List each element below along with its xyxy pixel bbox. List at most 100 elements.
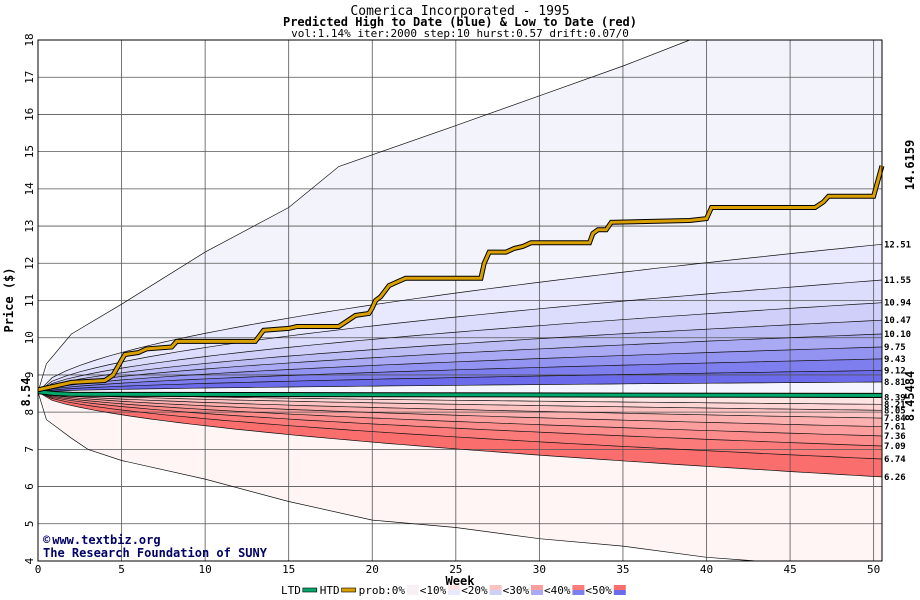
band-labels: 12.51 11.55 10.94 10.47 10.10 9.75 9.439.12 8.8… [884,240,912,483]
start-value-label: 8.54 [19,378,33,407]
band-boundary [37,391,883,419]
credit-site[interactable]: www.textbiz.org [52,533,160,547]
band-boundary [37,346,883,393]
y-tick-label: 18 [23,33,36,46]
y-tick-label: 16 [23,108,36,121]
x-axis-label: Week [446,574,476,588]
high-band [38,334,882,392]
y-tick-label: 9 [23,372,36,379]
band-end-label: 12.51 [884,240,911,250]
band-lines [37,39,883,562]
plot-area [38,40,882,561]
y-axis-label: Price ($) [2,267,16,332]
legend-swatch-high [448,590,461,595]
band-boundary [37,391,883,447]
band-end-label: 11.55 [884,276,911,286]
legend-item-label: <20% [461,584,488,597]
x-tick-label: 45 [783,563,796,576]
chart-params: vol:1.14% iter:2000 step:10 hurst:0.57 d… [291,27,629,40]
y-tick-label: 6 [23,483,36,490]
high-band [38,370,882,392]
outer-low-line [37,391,757,562]
legend-swatch-0 [406,585,419,595]
htd-end-label: 14.6159 [903,140,917,191]
band-end-label: 7.36 [884,432,906,442]
y-tick-label: 10 [23,331,36,344]
legend-htd-label: HTD [320,584,340,597]
y-tick-label: 4 [23,557,36,564]
high-band [38,320,882,392]
axis-ticks: 0 5 10 15 20 25 30 35 40 45 5045678910111213141516… [23,33,883,576]
legend-item-label: <30% [503,584,530,597]
credit: © www.textbiz.org The Research Foundation… [43,533,268,560]
y-tick-label: 15 [23,145,36,158]
legend-swatch-high [489,590,502,595]
legend-htd-swatch [341,587,356,593]
band-end-label: 7.61 [884,423,906,433]
x-tick-label: 40 [700,563,713,576]
legend-prob-label: prob:0% [359,584,406,597]
high-band [38,280,882,392]
band-boundary [37,391,883,437]
legend-swatch-low [448,585,461,590]
band-boundary [37,333,883,393]
outer-low-band [38,392,882,561]
low-band [38,392,882,459]
legend-ltd-label: LTD [281,584,301,597]
band-boundary [37,391,883,460]
low-band [38,392,882,446]
high-band [38,302,882,392]
band-boundary [37,391,883,478]
band-end-label: 10.94 [884,299,912,309]
y-tick-label: 8 [23,409,36,416]
high-band [38,244,882,392]
band-boundary [37,391,883,428]
credit-org: The Research Foundation of SUNY [43,546,268,560]
band-end-label: 9.12 [884,366,906,376]
low-band [38,392,882,419]
x-tick-label: 50 [867,563,880,576]
htd-line [37,165,884,392]
x-tick-label: 15 [282,563,295,576]
series-lines [37,165,885,398]
band-end-label: 6.74 [884,455,906,465]
legend-item-label: <10% [420,584,447,597]
legend-swatch-low [531,585,543,590]
high-band-inner [38,382,882,392]
band-boundary [37,319,883,393]
band-boundary [37,381,883,393]
ltd-end-label: 8.45484 [903,371,917,422]
band-end-label: 9.43 [884,355,906,365]
copyright-symbol: © [43,533,51,547]
x-tick-label: 20 [366,563,379,576]
outer-high-band [38,40,882,392]
band-boundary [37,302,883,393]
y-tick-label: 7 [23,446,36,453]
band-end-label: 6.26 [884,473,906,483]
x-tick-label: 0 [35,563,42,576]
low-band [38,392,882,411]
band-end-label: 8.39 [884,394,906,404]
y-tick-label: 11 [23,294,36,307]
band-end-label: 8.81 [884,378,906,388]
y-tick-label: 12 [23,257,36,270]
legend-item-label: <50% [585,584,612,597]
x-tick-label: 35 [616,563,629,576]
low-band [38,392,882,436]
legend-swatch-low [572,585,585,590]
y-tick-label: 13 [23,219,36,232]
legend-swatch-high [531,590,543,595]
legend-swatch-low [613,585,626,590]
x-tick-label: 10 [199,563,212,576]
high-band [38,358,882,392]
band-boundary [37,243,883,393]
y-tick-label: 14 [23,182,36,196]
chart-title: Comerica Incorporated - 1995 [350,4,569,19]
ltd-line [37,390,883,397]
legend-swatch-high [572,590,585,595]
plot-frame [37,39,883,562]
legend-swatch-high [613,590,626,595]
chart-subtitle: Predicted High to Date (blue) & Low to D… [283,15,637,29]
legend-item-label: <40% [544,584,571,597]
